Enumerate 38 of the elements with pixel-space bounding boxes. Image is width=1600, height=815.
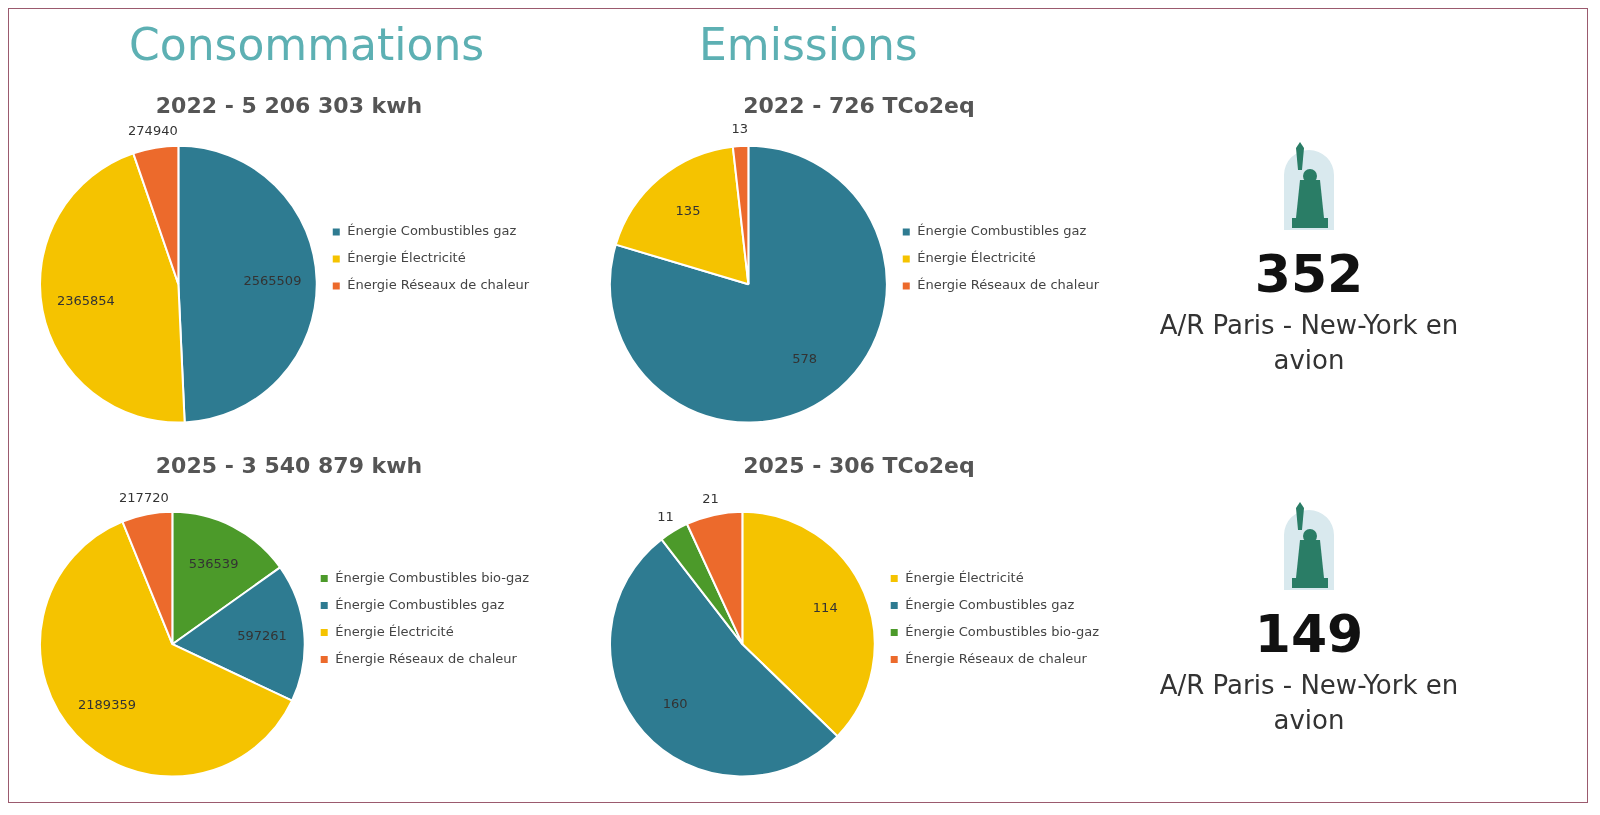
chart-title: 2025 - 3 540 879 kwh [155,452,423,478]
data-label: 11 [657,508,674,524]
legend-label: Énergie Réseaux de chaleur [905,650,1088,666]
data-label: 21 [702,490,719,506]
legend-label: Énergie Électricité [905,569,1024,585]
data-label: 578 [792,351,818,367]
chart-title: 2025 - 306 TCo2eq [743,452,975,478]
legend-label: Énergie Combustibles bio-gaz [905,623,1100,639]
legend-label: Énergie Réseaux de chaleur [335,650,518,666]
data-label: 13 [731,121,748,137]
data-label: 217720 [119,489,169,505]
text: A/R Paris - New-York en avion [1159,668,1459,737]
data-label: 597261 [237,627,287,643]
data-label: 135 [675,203,701,219]
data-label: 114 [812,600,838,616]
text: Emissions [698,19,919,72]
legend-label: Énergie Électricité [347,250,466,266]
legend-label: Énergie Réseaux de chaleur [917,277,1100,293]
text: 352 [1253,243,1365,304]
data-label: 536539 [188,555,239,571]
legend-label: Énergie Combustibles gaz [347,223,517,239]
legend-label: Énergie Combustibles bio-gaz [335,569,530,585]
legend-label: Énergie Électricité [335,623,454,639]
legend-label: Énergie Combustibles gaz [905,596,1075,612]
text: Consommations [128,19,486,72]
data-label: 160 [662,695,688,711]
legend-label: Énergie Réseaux de chaleur [347,277,530,293]
chart-title: 2022 - 5 206 303 kwh [155,92,423,118]
legend-label: Énergie Combustibles gaz [917,223,1087,239]
data-label: 2365854 [57,293,115,309]
data-label: 2565509 [243,273,302,289]
text: 149 [1253,603,1365,664]
chart-title: 2022 - 726 TCo2eq [743,92,975,118]
legend-label: Énergie Électricité [917,250,1036,266]
legend-label: Énergie Combustibles gaz [335,596,505,612]
data-label: 2189359 [78,697,136,713]
data-label: 274940 [128,123,178,139]
text: A/R Paris - New-York en avion [1159,308,1459,377]
